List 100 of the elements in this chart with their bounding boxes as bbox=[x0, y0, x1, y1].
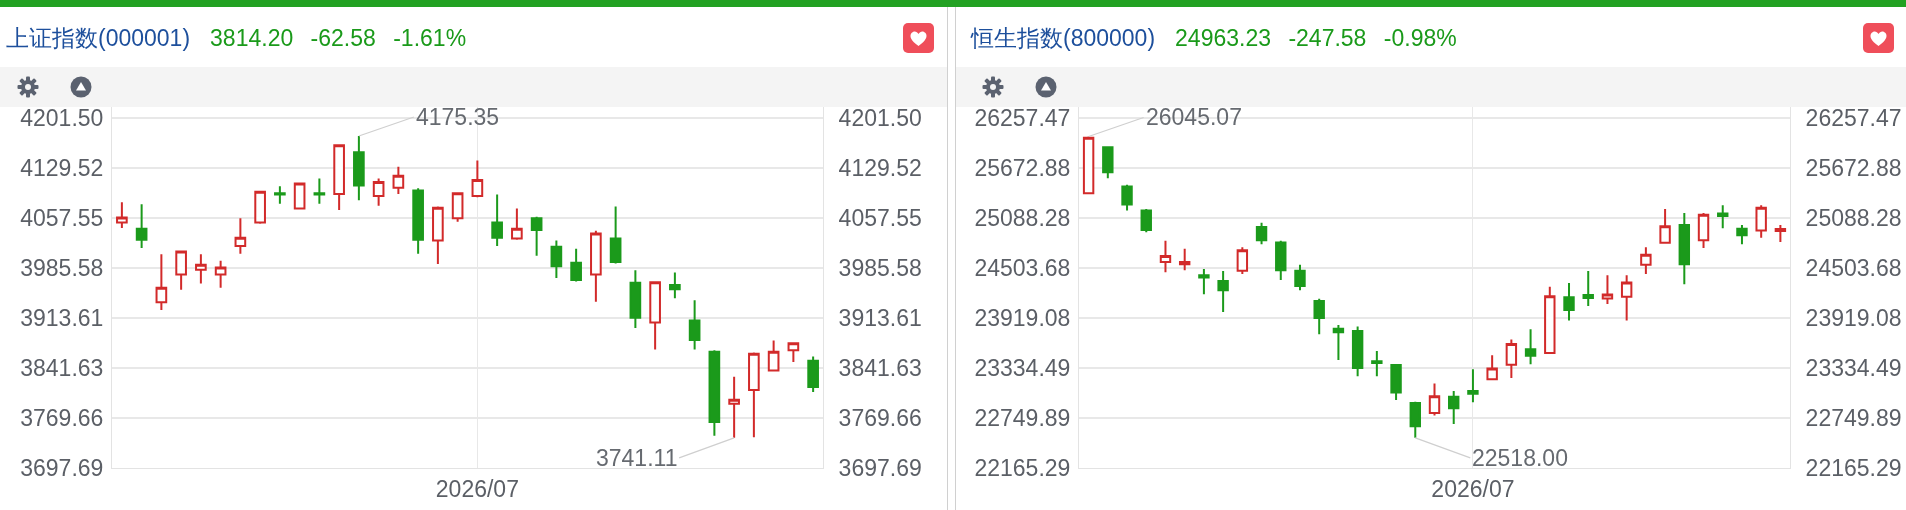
candlestick bbox=[767, 339, 780, 372]
candlestick bbox=[234, 217, 247, 255]
candlestick bbox=[1486, 354, 1498, 381]
candlestick bbox=[313, 177, 326, 205]
y-tick-label: 25672.88 bbox=[974, 155, 1071, 182]
y-tick-label: 4057.55 bbox=[20, 204, 104, 231]
y2-tick-label: 4201.50 bbox=[838, 104, 922, 131]
candlestick bbox=[392, 165, 405, 195]
candlestick bbox=[1563, 282, 1575, 322]
chart-subtitle: 3814.20 -62.58 -1.61% bbox=[210, 25, 467, 51]
candlestick bbox=[1236, 246, 1249, 276]
x-tick-label: 2026/07 bbox=[1431, 475, 1515, 502]
y2-tick-label: 23919.08 bbox=[1805, 305, 1902, 332]
candlestick bbox=[451, 191, 464, 223]
candlestick bbox=[1640, 246, 1652, 276]
candlestick bbox=[807, 355, 819, 394]
y2-tick-label: 3769.66 bbox=[838, 405, 922, 432]
candlestick bbox=[155, 253, 168, 311]
candlestick bbox=[669, 271, 681, 300]
candlestick bbox=[629, 269, 642, 330]
y2-tick-label: 24503.68 bbox=[1805, 255, 1902, 282]
y-tick-label: 26257.47 bbox=[974, 105, 1071, 132]
y2-tick-label: 25088.28 bbox=[1805, 205, 1902, 232]
candlestick bbox=[116, 201, 128, 229]
candlestick bbox=[1620, 274, 1633, 322]
y-tick-label: 3913.61 bbox=[20, 304, 104, 331]
candlestick bbox=[1544, 285, 1556, 355]
candlestick bbox=[1659, 208, 1671, 245]
candlestick bbox=[728, 375, 740, 439]
y2-tick-label: 26257.47 bbox=[1805, 105, 1902, 132]
y-tick-label: 4201.50 bbox=[20, 104, 104, 131]
y-tick-label: 25088.28 bbox=[974, 205, 1071, 232]
candlestick bbox=[1140, 208, 1152, 234]
y2-tick-label: 22165.29 bbox=[1805, 455, 1902, 482]
y2-tick-label: 22749.89 bbox=[1805, 405, 1902, 432]
candlestick bbox=[1294, 263, 1306, 292]
candlestick bbox=[274, 185, 286, 205]
candlestick bbox=[214, 259, 227, 289]
candlestick bbox=[1582, 270, 1594, 308]
candlestick bbox=[1102, 145, 1114, 180]
candlestick bbox=[1697, 211, 1710, 249]
y-tick-label: 24503.68 bbox=[974, 255, 1071, 282]
candlestick bbox=[471, 159, 484, 199]
candlestick bbox=[1601, 274, 1614, 305]
candlestick bbox=[1255, 221, 1268, 246]
candlestick bbox=[1371, 349, 1383, 378]
candlestick bbox=[1774, 223, 1787, 244]
y-tick-label: 3769.66 bbox=[20, 405, 104, 432]
candlestick bbox=[688, 299, 701, 351]
candlestick bbox=[1428, 382, 1441, 417]
candlestick bbox=[135, 203, 148, 250]
y2-tick-label: 3985.58 bbox=[838, 254, 922, 281]
y-tick-label: 3841.63 bbox=[20, 354, 104, 381]
candlestick bbox=[254, 190, 266, 225]
candlestick bbox=[175, 249, 187, 291]
candlestick bbox=[1217, 270, 1229, 314]
x-tick-label: 2026/07 bbox=[435, 475, 519, 502]
y-tick-label: 3985.58 bbox=[20, 254, 104, 281]
y2-tick-label: 3841.63 bbox=[838, 354, 922, 381]
y-tick-label: 4129.52 bbox=[20, 154, 104, 181]
candlestick bbox=[590, 229, 602, 303]
y-tick-label: 3697.69 bbox=[20, 455, 104, 482]
candlestick bbox=[1736, 223, 1748, 246]
annotation: 26045.07 bbox=[1146, 104, 1242, 130]
candlestick bbox=[649, 280, 661, 351]
candlestick bbox=[1121, 183, 1133, 212]
candlestick bbox=[412, 187, 424, 255]
y-tick-label: 23334.49 bbox=[974, 355, 1071, 382]
candlestick bbox=[708, 349, 721, 437]
annotation: 22518.00 bbox=[1472, 445, 1568, 471]
candlestick bbox=[609, 205, 622, 265]
candlestick bbox=[748, 351, 760, 439]
candlestick bbox=[293, 181, 306, 211]
candlestick bbox=[530, 215, 543, 257]
candlestick bbox=[1198, 267, 1210, 296]
candlestick bbox=[1313, 297, 1325, 336]
chart-subtitle: 24963.23 -247.58 -0.98% bbox=[1175, 25, 1457, 51]
candlestick bbox=[372, 177, 385, 207]
candlestick bbox=[1448, 390, 1460, 426]
chart-title: 上证指数(000001) bbox=[6, 25, 191, 51]
y2-tick-label: 25672.88 bbox=[1805, 155, 1902, 182]
y-tick-label: 23919.08 bbox=[974, 305, 1071, 332]
candlestick bbox=[432, 205, 444, 266]
candlestick bbox=[1082, 135, 1095, 195]
annotation: 3741.11 bbox=[596, 445, 678, 471]
candlestick bbox=[1755, 204, 1767, 239]
y2-tick-label: 4057.55 bbox=[838, 204, 922, 231]
candlestick bbox=[1678, 211, 1691, 286]
candlestick bbox=[1467, 368, 1479, 404]
candlestick bbox=[550, 239, 563, 280]
y2-tick-label: 3913.61 bbox=[838, 304, 922, 331]
candlestick bbox=[1159, 239, 1172, 274]
candlestick bbox=[195, 253, 207, 285]
candlestick bbox=[353, 134, 365, 202]
candlestick bbox=[1505, 338, 1518, 379]
candlestick bbox=[511, 207, 523, 241]
y-tick-label: 22749.89 bbox=[974, 405, 1071, 432]
y2-tick-label: 23334.49 bbox=[1805, 355, 1902, 382]
candlestick bbox=[787, 341, 800, 364]
y2-tick-label: 4129.52 bbox=[838, 154, 922, 181]
